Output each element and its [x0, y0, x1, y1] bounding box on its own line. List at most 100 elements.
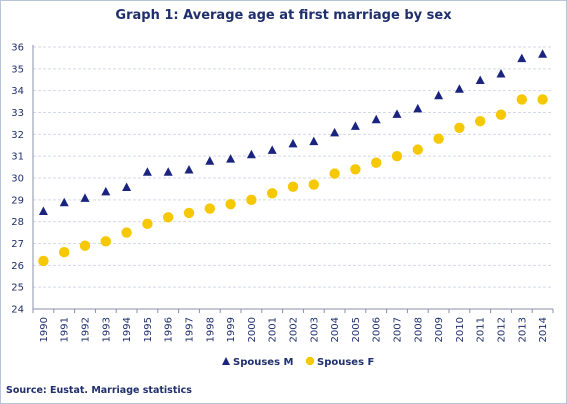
- point-spouses-f: [391, 150, 403, 162]
- point-spouses-f: [246, 194, 257, 206]
- x-tick-label: 2001: [268, 317, 279, 342]
- point-spouses-m: [101, 186, 111, 196]
- point-spouses-m: [163, 167, 173, 176]
- y-tick-label: 28: [11, 217, 24, 228]
- data-marks: [38, 49, 548, 267]
- point-spouses-m: [288, 138, 298, 148]
- y-tick-label: 26: [11, 261, 24, 272]
- point-spouses-f: [142, 218, 153, 230]
- y-tick-label: 34: [11, 86, 24, 97]
- x-tick-label: 2004: [330, 317, 341, 342]
- point-spouses-m: [80, 193, 90, 202]
- point-spouses-m: [205, 156, 215, 165]
- point-spouses-m: [330, 127, 340, 137]
- source-note: Source: Eustat. Marriage statistics: [6, 385, 192, 396]
- point-spouses-m: [496, 68, 506, 78]
- x-tick-label: 2003: [309, 317, 320, 342]
- x-tick-label: 1994: [122, 317, 133, 342]
- x-tick-label: 1990: [39, 317, 50, 342]
- point-spouses-m: [413, 103, 423, 113]
- point-spouses-f: [204, 203, 215, 214]
- x-tick-label: 1991: [60, 317, 71, 342]
- point-spouses-f: [163, 212, 174, 223]
- point-spouses-f: [516, 94, 527, 105]
- point-spouses-m: [309, 136, 319, 146]
- legend-marker-spouses-f: [305, 356, 315, 366]
- x-tick-label: 2011: [476, 317, 487, 342]
- x-tick-label: 2013: [517, 317, 528, 342]
- y-tick-labels: 24 25 26 27 28 29 30 31 32 33 34 35 36: [11, 43, 24, 316]
- x-tick-label: 1993: [101, 317, 112, 342]
- y-tick-label: 24: [11, 305, 24, 316]
- x-tick-label: 1995: [143, 317, 154, 342]
- y-tick-label: 25: [11, 283, 24, 294]
- point-spouses-f: [495, 109, 507, 120]
- x-tick-label: 1996: [164, 317, 175, 342]
- point-spouses-f: [454, 122, 465, 133]
- point-spouses-f: [329, 168, 340, 179]
- legend-label-spouses-f: Spouses F: [317, 357, 374, 368]
- x-tick-label: 2008: [413, 317, 424, 342]
- point-spouses-m: [538, 49, 548, 58]
- point-spouses-f: [412, 144, 423, 155]
- point-spouses-m: [454, 84, 464, 93]
- y-tick-label: 29: [11, 195, 24, 206]
- legend-marker-spouses-m: [222, 357, 230, 365]
- x-tick-label: 2007: [393, 317, 404, 342]
- x-tick-label: 2014: [538, 317, 549, 342]
- point-spouses-f: [475, 116, 486, 127]
- point-spouses-f: [225, 199, 236, 210]
- point-spouses-m: [142, 167, 152, 176]
- point-spouses-f: [79, 240, 91, 251]
- x-tick-label: 1992: [81, 317, 92, 342]
- point-spouses-f: [183, 207, 195, 219]
- point-spouses-m: [38, 206, 48, 215]
- point-spouses-m: [59, 197, 69, 207]
- x-tick-label: 2002: [289, 317, 300, 342]
- x-tick-label: 2000: [247, 317, 258, 342]
- y-tick-label: 35: [11, 64, 24, 75]
- point-spouses-m: [246, 149, 256, 159]
- grid-lines: [33, 46, 553, 288]
- point-spouses-f: [100, 236, 112, 247]
- point-spouses-f: [38, 255, 49, 267]
- point-spouses-f: [58, 247, 70, 258]
- point-spouses-f: [308, 179, 319, 190]
- point-spouses-f: [267, 188, 278, 199]
- y-tick-label: 32: [11, 130, 24, 141]
- point-spouses-m: [267, 145, 277, 154]
- point-spouses-f: [371, 157, 382, 168]
- legend: Spouses M Spouses F: [222, 356, 374, 368]
- x-tick-label: 2012: [497, 317, 508, 342]
- point-spouses-m: [350, 121, 360, 130]
- y-tick-label: 31: [11, 152, 24, 163]
- point-spouses-f: [350, 164, 361, 175]
- point-spouses-f: [121, 227, 132, 238]
- axes: [32, 45, 554, 313]
- x-tick-label: 1998: [205, 317, 216, 342]
- x-tick-labels: 1990 1991 1992 1993 1994 1995 1996 1997 1998 1999…: [39, 317, 549, 342]
- x-tick-label: 2010: [455, 317, 466, 342]
- point-spouses-f: [433, 133, 444, 144]
- x-tick-label: 2009: [434, 317, 445, 342]
- legend-label-spouses-m: Spouses M: [233, 357, 294, 368]
- point-spouses-m: [226, 154, 236, 163]
- y-tick-label: 36: [11, 43, 24, 54]
- point-spouses-m: [392, 109, 402, 118]
- x-tick-label: 2006: [372, 317, 383, 342]
- point-spouses-m: [475, 75, 485, 84]
- point-spouses-m: [122, 182, 132, 191]
- y-tick-label: 30: [11, 174, 24, 185]
- y-tick-label: 27: [11, 239, 24, 250]
- chart-title: Graph 1: Average age at first marriage b…: [115, 8, 452, 23]
- point-spouses-m: [517, 53, 527, 63]
- y-tick-label: 33: [11, 108, 24, 119]
- x-tick-label: 2005: [351, 317, 362, 342]
- x-tick-label: 1997: [185, 317, 196, 342]
- point-spouses-f: [537, 94, 548, 105]
- point-spouses-m: [371, 114, 381, 124]
- point-spouses-m: [184, 165, 194, 174]
- point-spouses-f: [287, 181, 299, 192]
